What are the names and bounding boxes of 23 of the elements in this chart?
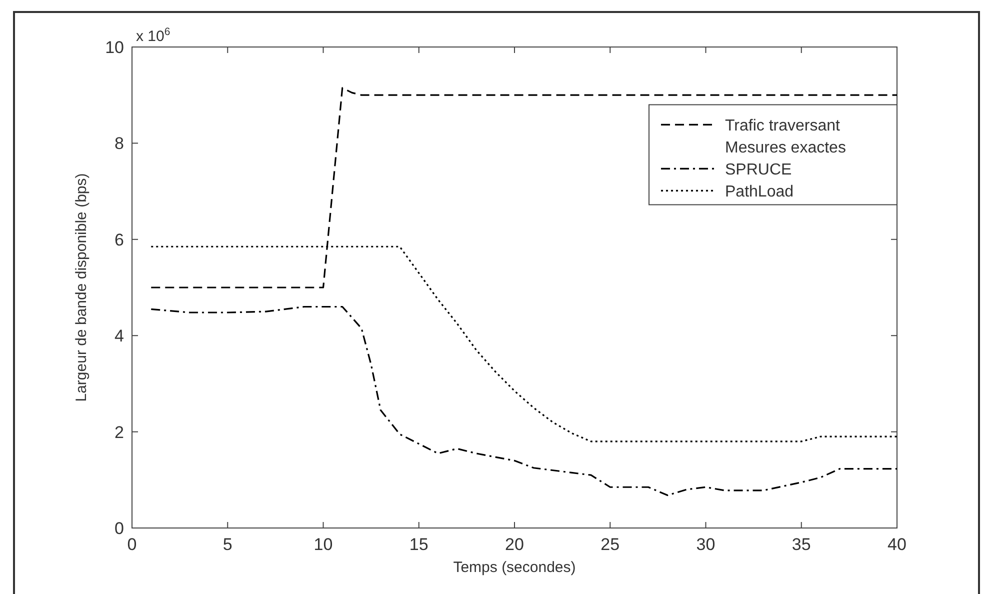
legend-label: SPRUCE: [725, 162, 792, 179]
x-tick-label: 25: [600, 535, 620, 554]
x-tick-label: 35: [792, 535, 811, 554]
legend-label: Trafic traversant: [725, 118, 841, 135]
y-tick-label: 4: [114, 326, 124, 346]
x-tick-label: 40: [888, 535, 906, 554]
legend-label: PathLoad: [725, 184, 794, 201]
x-axis-title: Temps (secondes): [453, 559, 576, 576]
x-tick-label: 0: [127, 535, 137, 554]
y-tick-label: 10: [105, 38, 124, 57]
x-tick-label: 15: [409, 535, 428, 554]
y-axis-title: Largeur de bande disponible (bps): [73, 173, 90, 402]
y-tick-label: 0: [114, 519, 124, 538]
text: x 10$^{6}$: [136, 26, 170, 45]
annotation: Mesures exactes: [725, 140, 846, 157]
x-tick-label: 30: [696, 535, 716, 554]
line-series: [150, 306, 898, 496]
y-tick-label: 8: [114, 134, 124, 154]
y-tick-label: 2: [114, 422, 124, 442]
x-tick-label: 20: [505, 535, 524, 554]
x-tick-label: 5: [222, 535, 232, 554]
x-tick-label: 10: [314, 535, 333, 554]
y-tick-label: 6: [114, 230, 124, 250]
